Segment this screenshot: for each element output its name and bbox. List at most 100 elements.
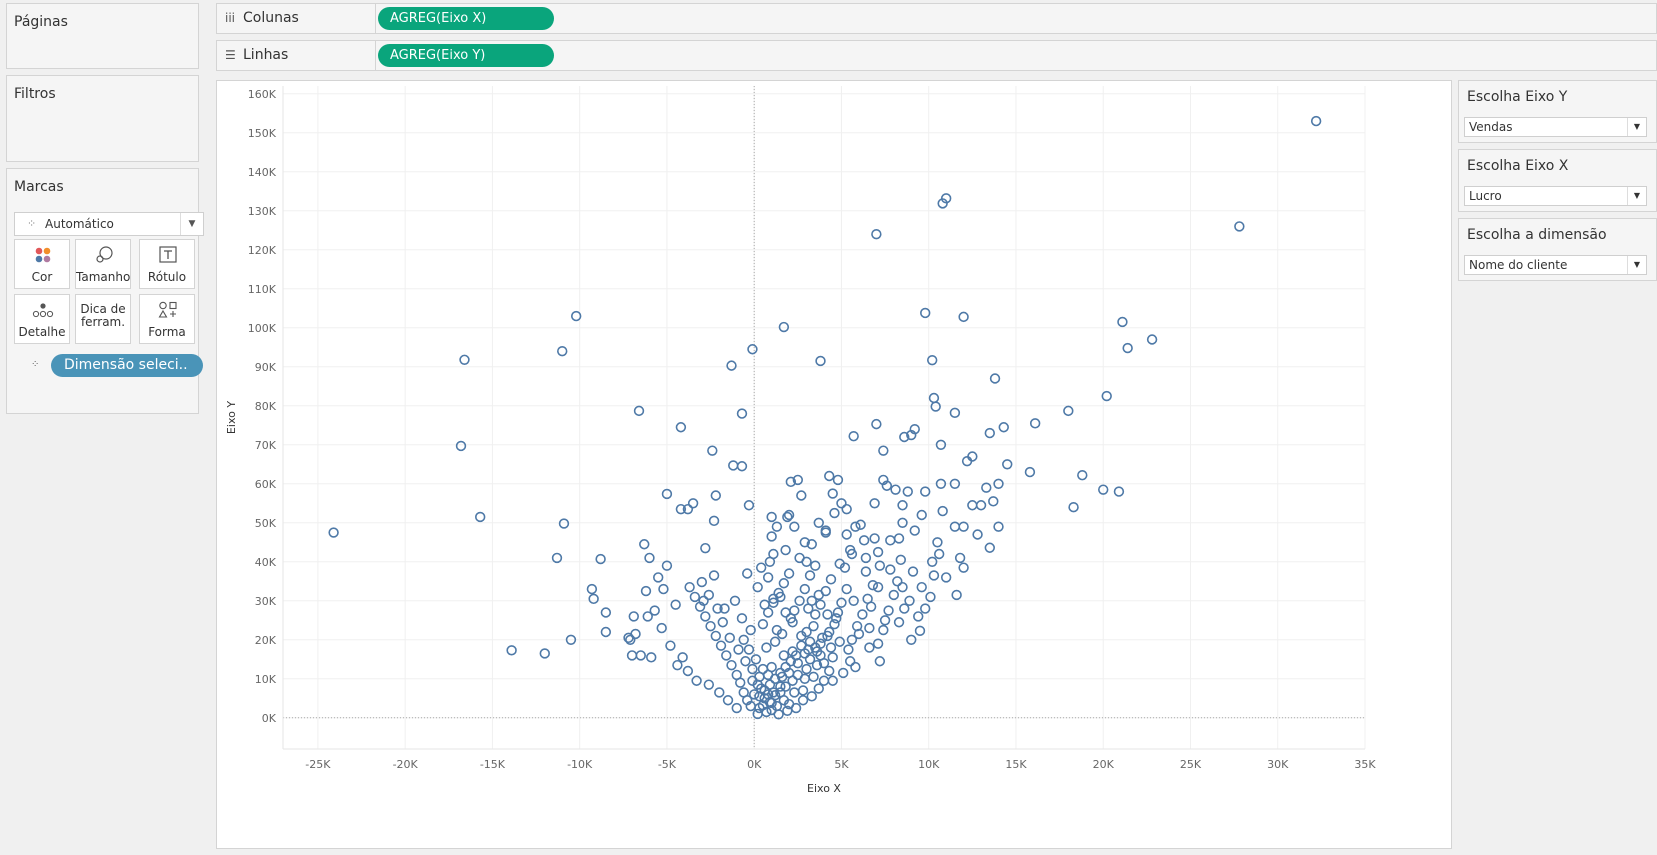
label-card[interactable]: Rótulo	[139, 239, 195, 289]
data-point	[825, 642, 837, 653]
data-point	[813, 589, 824, 601]
data-point	[724, 632, 735, 644]
scatter-plot[interactable]: -25K -20K -15K -10K -5K 0K 5K 10K 15K 20K 25K 30K 35…	[217, 81, 1451, 848]
data-point	[951, 589, 962, 601]
data-point	[811, 659, 823, 671]
data-point	[899, 603, 910, 614]
data-point	[586, 583, 598, 595]
x-tick-label: 25K	[1180, 758, 1202, 771]
selected-dimension-pill[interactable]: Dimensão seleci..	[51, 354, 203, 377]
data-point	[899, 431, 910, 443]
data-point	[757, 618, 769, 630]
data-point	[815, 599, 826, 610]
data-point	[778, 578, 790, 589]
y-tick-label: 60K	[255, 478, 277, 491]
param-eixo-y-select[interactable]: Vendas ▼	[1464, 117, 1647, 137]
size-card[interactable]: Tamanho	[75, 239, 131, 289]
data-point	[801, 663, 812, 675]
data-point	[841, 503, 852, 515]
data-point	[885, 535, 896, 546]
chevron-down-icon[interactable]: ▼	[1627, 256, 1646, 274]
data-point	[864, 622, 875, 634]
data-point	[475, 511, 486, 523]
shape-card[interactable]: Forma	[139, 294, 195, 344]
data-point	[785, 656, 797, 667]
data-point	[872, 581, 884, 593]
data-point	[703, 679, 715, 690]
data-point	[937, 198, 948, 209]
data-point	[747, 675, 758, 686]
data-point	[785, 476, 797, 488]
data-point	[689, 591, 701, 603]
chevron-down-icon[interactable]: ▼	[180, 213, 203, 235]
data-point	[879, 615, 891, 626]
data-point	[328, 527, 339, 538]
data-point	[914, 625, 926, 637]
marks-title: Marcas	[14, 179, 64, 195]
data-point	[675, 422, 687, 433]
filters-panel[interactable]: Filtros	[6, 75, 199, 162]
data-point	[726, 659, 737, 671]
data-point	[733, 644, 744, 655]
tooltip-card[interactable]: Dica de ferram.	[75, 294, 131, 344]
data-point	[902, 486, 913, 497]
rows-pill[interactable]: AGREG(Eixo Y)	[378, 44, 554, 67]
data-point	[1117, 316, 1128, 328]
data-point	[848, 595, 859, 606]
data-point	[998, 422, 1009, 433]
chevron-down-icon[interactable]: ▼	[1627, 187, 1646, 205]
param-eixo-x-value: Lucro	[1469, 189, 1502, 203]
data-point	[975, 500, 987, 511]
marks-panel: Marcas ⁘ Automático ▼ Cor Tamanho Rótulo	[6, 168, 204, 414]
rows-icon: ☰	[225, 48, 236, 62]
data-point	[1101, 390, 1112, 402]
columns-pill[interactable]: AGREG(Eixo X)	[378, 7, 554, 30]
param-eixo-x-select[interactable]: Lucro ▼	[1464, 186, 1647, 206]
data-point	[766, 697, 777, 709]
data-point	[682, 665, 694, 677]
data-point	[731, 702, 742, 714]
data-point	[722, 695, 734, 706]
mark-type-dropdown[interactable]: ⁘ Automático ▼	[14, 212, 204, 236]
chart-area: -25K -20K -15K -10K -5K 0K 5K 10K 15K 20K 25K 30K 35…	[216, 80, 1452, 849]
data-point	[1122, 342, 1133, 354]
mark-type-icon: ⁘	[27, 217, 37, 230]
detail-icon	[32, 303, 54, 318]
data-point	[890, 484, 901, 495]
data-point	[626, 650, 638, 661]
x-tick-label: 10K	[918, 758, 940, 771]
data-point	[778, 650, 790, 661]
data-point	[920, 486, 931, 497]
data-point	[832, 474, 844, 486]
param-dimensao-title: Escolha a dimensão	[1467, 227, 1607, 243]
color-card[interactable]: Cor	[14, 239, 70, 289]
pages-panel[interactable]: Páginas	[6, 3, 199, 69]
data-point	[1029, 418, 1041, 429]
data-point	[782, 511, 793, 523]
data-point	[773, 587, 784, 599]
data-point	[792, 657, 804, 669]
param-eixo-y-title: Escolha Eixo Y	[1467, 89, 1568, 105]
data-point	[888, 589, 900, 601]
data-point	[949, 478, 961, 489]
shape-icon	[158, 301, 177, 318]
data-point	[808, 671, 819, 683]
param-dimensao-select[interactable]: Nome do cliente ▼	[1464, 255, 1647, 275]
data-point	[710, 630, 721, 642]
data-point	[916, 581, 927, 593]
data-point	[827, 488, 838, 499]
y-tick-label: 20K	[255, 634, 277, 647]
detail-card[interactable]: Detalhe	[14, 294, 70, 344]
data-point	[822, 609, 833, 620]
rows-shelf[interactable]: ☰ Linhas AGREG(Eixo Y)	[216, 40, 1657, 71]
data-point	[729, 595, 741, 606]
columns-shelf[interactable]: iii Colunas AGREG(Eixo X)	[216, 3, 1657, 34]
data-point	[1063, 405, 1074, 417]
chevron-down-icon[interactable]: ▼	[1627, 118, 1646, 136]
data-point	[1002, 459, 1013, 470]
data-point	[885, 564, 896, 575]
data-point	[949, 521, 961, 532]
tooltip-card-label: Dica de ferram.	[80, 302, 126, 329]
data-point	[932, 537, 943, 548]
data-point	[829, 618, 840, 630]
